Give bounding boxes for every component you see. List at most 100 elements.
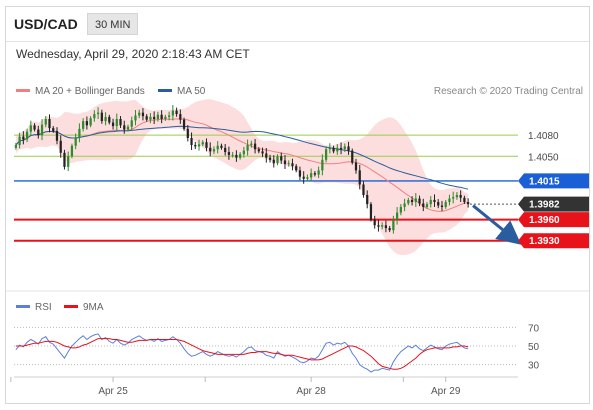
candle <box>384 220 388 233</box>
candle <box>362 181 365 198</box>
candle <box>366 190 369 209</box>
candle-body <box>261 151 264 154</box>
candle <box>126 124 130 132</box>
candle-body <box>239 154 242 158</box>
candle <box>186 125 189 142</box>
candle-body <box>313 173 317 175</box>
level-lines <box>14 134 518 242</box>
candle-body <box>366 195 369 205</box>
candle <box>459 190 462 202</box>
candle <box>261 147 264 157</box>
rsi-ma-legend-label: 9MA <box>83 302 104 313</box>
candle <box>216 141 219 154</box>
candle <box>52 126 55 133</box>
candle <box>29 120 32 136</box>
candle <box>306 174 309 182</box>
candle-body <box>257 149 260 152</box>
candle <box>246 139 249 156</box>
candle <box>201 140 204 147</box>
candle-body <box>89 118 92 126</box>
candle-body <box>227 152 231 155</box>
candle <box>242 146 245 158</box>
candle-body <box>369 204 373 220</box>
candle <box>194 142 197 150</box>
candle-body <box>268 157 272 160</box>
candle-body <box>100 112 103 122</box>
candle-body <box>52 128 55 131</box>
candle-body <box>455 195 459 198</box>
candle <box>48 114 51 133</box>
candle <box>138 109 141 119</box>
candle <box>265 147 268 163</box>
candle <box>336 144 339 155</box>
rsi-ma-swatch <box>64 305 78 308</box>
candle <box>25 128 29 143</box>
current-price-tag <box>518 196 589 212</box>
candle-body <box>231 154 234 156</box>
candle-body <box>212 149 216 152</box>
candle-body <box>302 176 305 179</box>
candle <box>351 148 354 165</box>
candle <box>123 120 126 134</box>
candle-body <box>399 206 402 213</box>
ma20-swatch <box>16 89 30 92</box>
candle <box>175 107 178 117</box>
candle-body <box>194 145 197 147</box>
timeframe-badge[interactable]: 30 MIN <box>87 13 139 35</box>
chart-legend: MA 20 + Bollinger Bands MA 50 Research ©… <box>16 86 583 97</box>
candle-body <box>130 120 133 127</box>
candle-body <box>347 146 350 151</box>
candle-body <box>63 152 66 167</box>
candle-body <box>138 112 141 116</box>
candle <box>276 154 279 166</box>
candle <box>130 116 133 131</box>
candle <box>209 142 212 157</box>
candle-body <box>82 121 85 129</box>
candle-body <box>220 145 223 148</box>
candle <box>227 146 231 160</box>
research-credit: Research © 2020 Trading Central <box>434 86 583 97</box>
chart-header: USD/CAD 30 MIN <box>6 7 589 42</box>
candle <box>231 151 234 158</box>
current-price-tag-label: 1.3982 <box>529 200 560 211</box>
candle-body <box>328 147 331 150</box>
candle-body <box>209 147 212 152</box>
rsi-tick-label: 70 <box>528 323 540 334</box>
candle <box>280 152 283 164</box>
candle-body <box>425 204 429 207</box>
x-tick-label: Apr 25 <box>98 386 128 397</box>
candle <box>369 202 373 222</box>
candle-body <box>452 197 455 199</box>
bollinger-band-area <box>15 99 469 255</box>
candle <box>104 112 107 126</box>
candle <box>171 105 174 121</box>
candle-body <box>265 153 268 158</box>
candle-body <box>134 115 137 121</box>
rsi-lines <box>15 333 469 373</box>
candle-body <box>448 198 451 203</box>
candle-body <box>414 198 417 203</box>
candle-body <box>298 170 302 177</box>
candle-body <box>37 129 40 136</box>
candle <box>463 195 466 204</box>
candle-body <box>332 147 335 152</box>
candle-body <box>108 116 111 123</box>
candle-body <box>459 195 462 198</box>
candle-body <box>40 124 44 136</box>
rsi-tick-label: 50 <box>528 342 540 353</box>
candle <box>339 142 343 155</box>
candle-body <box>392 219 395 231</box>
candle-body <box>440 205 444 207</box>
candle-body <box>70 145 74 157</box>
symbol-label: USD/CAD <box>14 16 78 32</box>
candle-body <box>306 177 309 179</box>
candle-body <box>29 125 32 132</box>
support-tag <box>518 233 589 249</box>
candle-body <box>287 163 290 165</box>
candle-body <box>467 202 470 205</box>
chart-datetime: Wednesday, April 29, 2020 2:18:43 AM CET <box>16 47 250 61</box>
candle-body <box>343 146 346 150</box>
bollinger-band <box>15 99 469 255</box>
candle-body <box>354 162 358 171</box>
candle <box>37 125 40 139</box>
